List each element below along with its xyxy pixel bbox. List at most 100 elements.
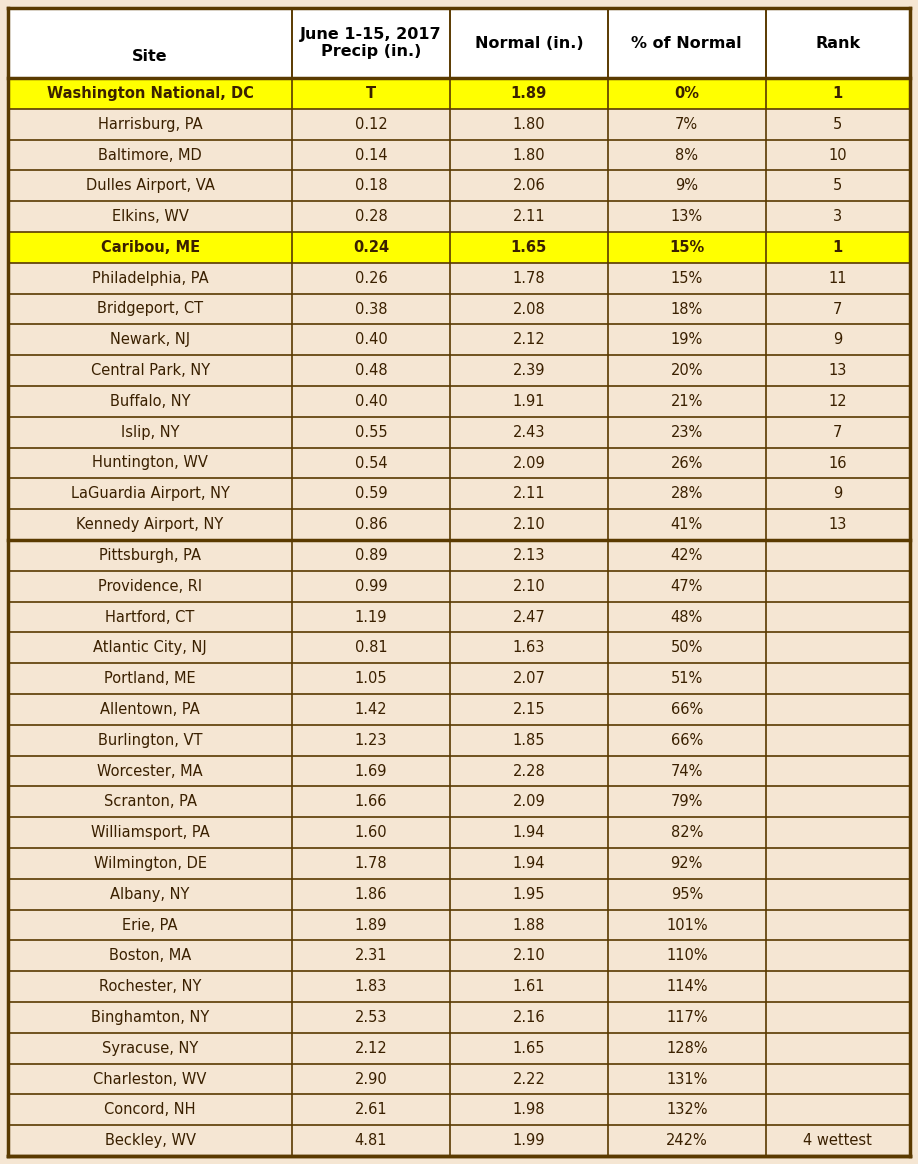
Text: Buffalo, NY: Buffalo, NY (110, 393, 190, 409)
Bar (608, 1064, 766, 1094)
Text: 23%: 23% (671, 425, 703, 440)
Bar (292, 1032, 450, 1064)
Bar (766, 725, 910, 755)
Bar (608, 386, 766, 417)
Bar (8, 1002, 292, 1032)
Text: 2.31: 2.31 (354, 949, 387, 964)
Text: Washington National, DC: Washington National, DC (47, 86, 253, 101)
Bar (608, 694, 766, 725)
Text: 2.16: 2.16 (512, 1010, 545, 1024)
Text: 5: 5 (834, 178, 843, 193)
Bar (608, 293, 766, 325)
Text: 1.63: 1.63 (513, 640, 545, 655)
Bar (450, 201, 608, 232)
Bar (292, 725, 450, 755)
Bar (8, 1094, 292, 1126)
Bar (450, 386, 608, 417)
Text: 1.65: 1.65 (510, 240, 547, 255)
Bar (608, 1002, 766, 1032)
Text: 1.78: 1.78 (354, 856, 387, 871)
Text: 2.15: 2.15 (512, 702, 545, 717)
Text: 242%: 242% (666, 1133, 708, 1148)
Bar (766, 355, 910, 386)
Bar (766, 232, 910, 263)
Bar (450, 817, 608, 849)
Bar (608, 478, 766, 509)
Bar (450, 1064, 608, 1094)
Bar (8, 140, 292, 170)
Bar (608, 1126, 766, 1156)
Bar (292, 355, 450, 386)
Text: 50%: 50% (670, 640, 703, 655)
Bar (450, 478, 608, 509)
Bar (766, 417, 910, 448)
Text: 2.22: 2.22 (512, 1072, 545, 1086)
Bar (766, 1094, 910, 1126)
Bar (766, 540, 910, 570)
Text: 1.85: 1.85 (512, 732, 545, 747)
Bar (608, 787, 766, 817)
Bar (608, 417, 766, 448)
Text: 16: 16 (829, 455, 847, 470)
Bar (292, 325, 450, 355)
Bar (8, 170, 292, 201)
Text: 2.06: 2.06 (512, 178, 545, 193)
Bar (608, 232, 766, 263)
Text: 0.26: 0.26 (354, 271, 387, 285)
Bar (766, 170, 910, 201)
Text: 7: 7 (834, 425, 843, 440)
Bar (450, 78, 608, 108)
Text: Philadelphia, PA: Philadelphia, PA (92, 271, 208, 285)
Bar (766, 879, 910, 909)
Text: Providence, RI: Providence, RI (98, 579, 202, 594)
Bar (766, 263, 910, 293)
Text: 13: 13 (829, 363, 847, 378)
Bar (8, 755, 292, 787)
Text: 0.81: 0.81 (354, 640, 387, 655)
Text: 1.61: 1.61 (512, 979, 545, 994)
Text: 8%: 8% (676, 148, 699, 163)
Bar (8, 663, 292, 694)
Bar (608, 201, 766, 232)
Bar (292, 941, 450, 971)
Text: 128%: 128% (666, 1041, 708, 1056)
Text: 13: 13 (829, 517, 847, 532)
Bar (292, 1002, 450, 1032)
Text: 41%: 41% (671, 517, 703, 532)
Bar (766, 971, 910, 1002)
Text: 15%: 15% (671, 271, 703, 285)
Text: 0.12: 0.12 (354, 116, 387, 132)
Text: 1.66: 1.66 (354, 794, 387, 809)
Bar (8, 879, 292, 909)
Text: 9: 9 (834, 332, 843, 347)
Bar (8, 509, 292, 540)
Text: Erie, PA: Erie, PA (122, 917, 178, 932)
Bar (8, 1064, 292, 1094)
Bar (8, 725, 292, 755)
Text: 0.40: 0.40 (354, 393, 387, 409)
Text: Newark, NJ: Newark, NJ (110, 332, 190, 347)
Text: 42%: 42% (670, 548, 703, 563)
Bar (292, 849, 450, 879)
Bar (608, 1032, 766, 1064)
Bar (608, 140, 766, 170)
Bar (292, 540, 450, 570)
Bar (292, 663, 450, 694)
Text: 0.89: 0.89 (354, 548, 387, 563)
Bar (450, 1126, 608, 1156)
Bar (292, 602, 450, 632)
Bar (450, 849, 608, 879)
Bar (8, 201, 292, 232)
Bar (292, 140, 450, 170)
Bar (450, 570, 608, 602)
Bar (292, 263, 450, 293)
Text: 82%: 82% (670, 825, 703, 840)
Bar (766, 448, 910, 478)
Text: 20%: 20% (670, 363, 703, 378)
Text: % of Normal: % of Normal (632, 35, 742, 50)
Bar (608, 879, 766, 909)
Text: 1.83: 1.83 (355, 979, 387, 994)
Bar (8, 263, 292, 293)
Text: 21%: 21% (670, 393, 703, 409)
Text: 1.89: 1.89 (354, 917, 387, 932)
